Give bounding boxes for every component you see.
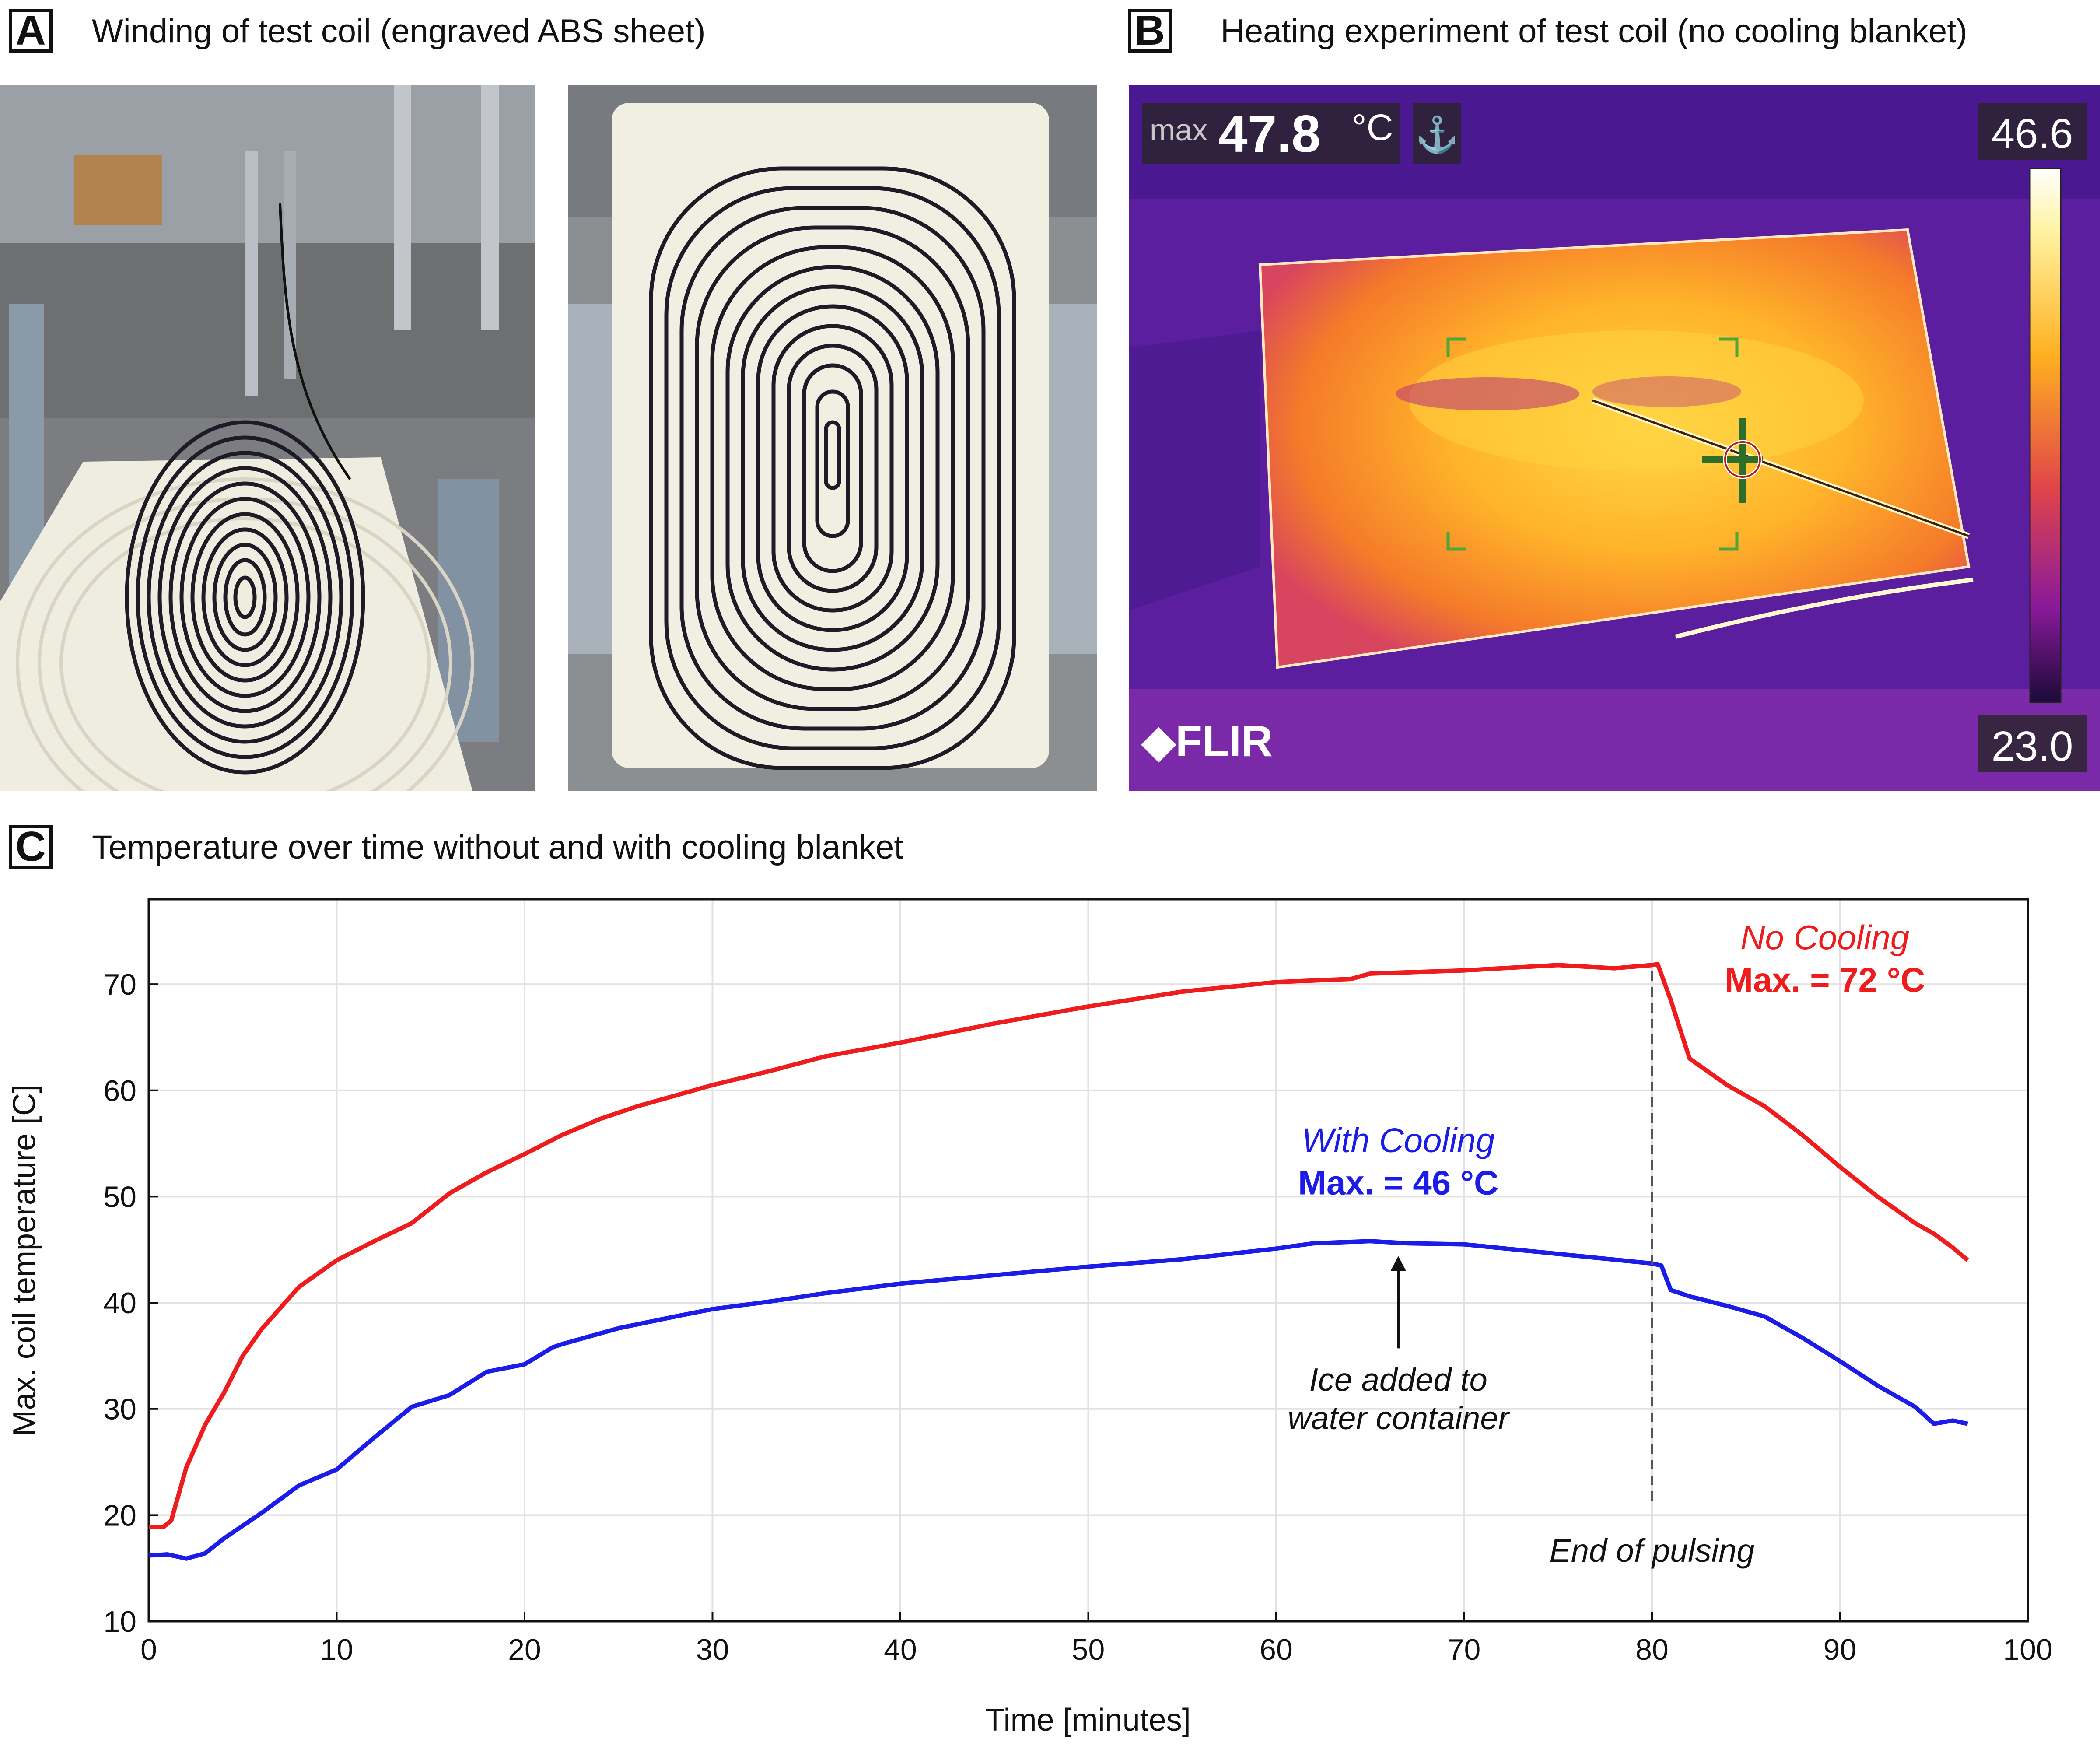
x-tick-label: 60 (1260, 1633, 1293, 1666)
x-tick-label: 0 (140, 1633, 157, 1666)
coil-winding (125, 420, 365, 775)
thermal-image: ⚓ max 47.8 °C 46.6 23.0 ◆FLIR (1129, 85, 2100, 791)
y-tick-label: 50 (103, 1180, 136, 1213)
panel-a-title: Winding of test coil (engraved ABS sheet… (92, 13, 706, 50)
temperature-scale-bar (2029, 168, 2062, 703)
ice-added-label-line1: Ice added to (1309, 1361, 1488, 1398)
crosshair-icon (1702, 418, 1763, 503)
x-tick-label: 80 (1635, 1633, 1669, 1666)
y-axis-label: Max. coil temperature [C] (7, 1084, 42, 1436)
panel-c-title: Temperature over time without and with c… (92, 829, 903, 866)
x-axis-label: Time [minutes] (985, 1703, 1190, 1738)
coil-photo-top (568, 85, 1097, 791)
no-cooling-label: No Cooling (1740, 918, 1909, 957)
max-value: 47.8 (1218, 105, 1321, 163)
flir-logo: ◆FLIR (1142, 717, 1273, 766)
y-tick-label: 30 (103, 1393, 136, 1426)
x-tick-label: 50 (1072, 1633, 1105, 1666)
y-tick-label: 20 (103, 1499, 136, 1532)
x-tick-label: 20 (508, 1633, 541, 1666)
y-tick-label: 60 (103, 1074, 136, 1108)
panel-c-label: C (9, 823, 52, 870)
focus-brackets (1446, 337, 1739, 551)
anchor-icon: ⚓ (1415, 115, 1459, 154)
no-cooling-max-label: Max. = 72 °C (1725, 961, 1925, 999)
x-tick-label: 90 (1824, 1633, 1857, 1666)
max-unit: °C (1352, 107, 1393, 148)
ice-added-arrowhead (1390, 1256, 1407, 1271)
x-tick-label: 30 (696, 1633, 729, 1666)
y-tick-label: 40 (103, 1287, 136, 1320)
end-of-pulsing-label: End of pulsing (1549, 1532, 1754, 1569)
scale-low-value: 23.0 (1991, 723, 2073, 770)
coil-winding-top (649, 166, 1016, 770)
max-label: max (1150, 113, 1208, 147)
panel-a-label: A (9, 7, 52, 54)
with-cooling-label: With Cooling (1302, 1121, 1495, 1160)
coil-photo-angled (0, 85, 535, 791)
series-line-no-cooling (149, 962, 1969, 1529)
x-tick-label: 40 (884, 1633, 917, 1666)
panel-b-label: B (1128, 7, 1172, 54)
with-cooling-max-label: Max. = 46 °C (1298, 1164, 1498, 1202)
scale-high-value: 46.6 (1991, 110, 2073, 157)
y-tick-label: 10 (103, 1605, 136, 1638)
x-tick-label: 10 (320, 1633, 354, 1666)
panel-b-title: Heating experiment of test coil (no cool… (1221, 13, 1967, 50)
y-tick-label: 70 (103, 968, 136, 1001)
series-line-with-cooling (148, 1239, 1968, 1561)
x-tick-label: 100 (2003, 1633, 2052, 1666)
x-tick-label: 70 (1448, 1633, 1481, 1666)
ice-added-label-line2: water container (1288, 1400, 1510, 1436)
flir-diamond-icon: ◆ (1142, 717, 1176, 766)
